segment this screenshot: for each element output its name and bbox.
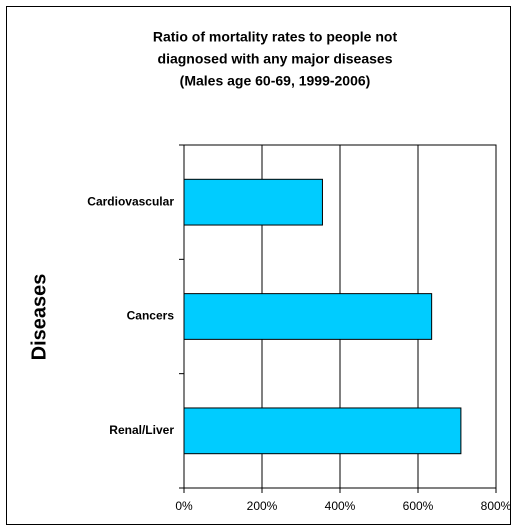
bar — [183, 293, 433, 340]
x-tick-label: 400% — [325, 499, 356, 513]
y-tick-label: Cancers — [127, 309, 175, 323]
bar — [183, 178, 323, 226]
x-tick-label: 0% — [175, 499, 193, 513]
x-tick-label: 600% — [403, 499, 434, 513]
bar — [183, 407, 462, 455]
y-tick-label: Renal/Liver — [109, 423, 174, 437]
y-tick-label: Cardiovascular — [87, 194, 174, 208]
y-axis-label: Diseases — [28, 274, 50, 361]
x-tick-label: 200% — [247, 499, 278, 513]
chart-title: Ratio of mortality rates to people not — [153, 29, 398, 45]
x-tick-label: 800% — [481, 499, 512, 513]
chart-title: (Males age 60-69, 1999-2006) — [180, 73, 371, 89]
chart-title: diagnosed with any major diseases — [158, 51, 393, 67]
